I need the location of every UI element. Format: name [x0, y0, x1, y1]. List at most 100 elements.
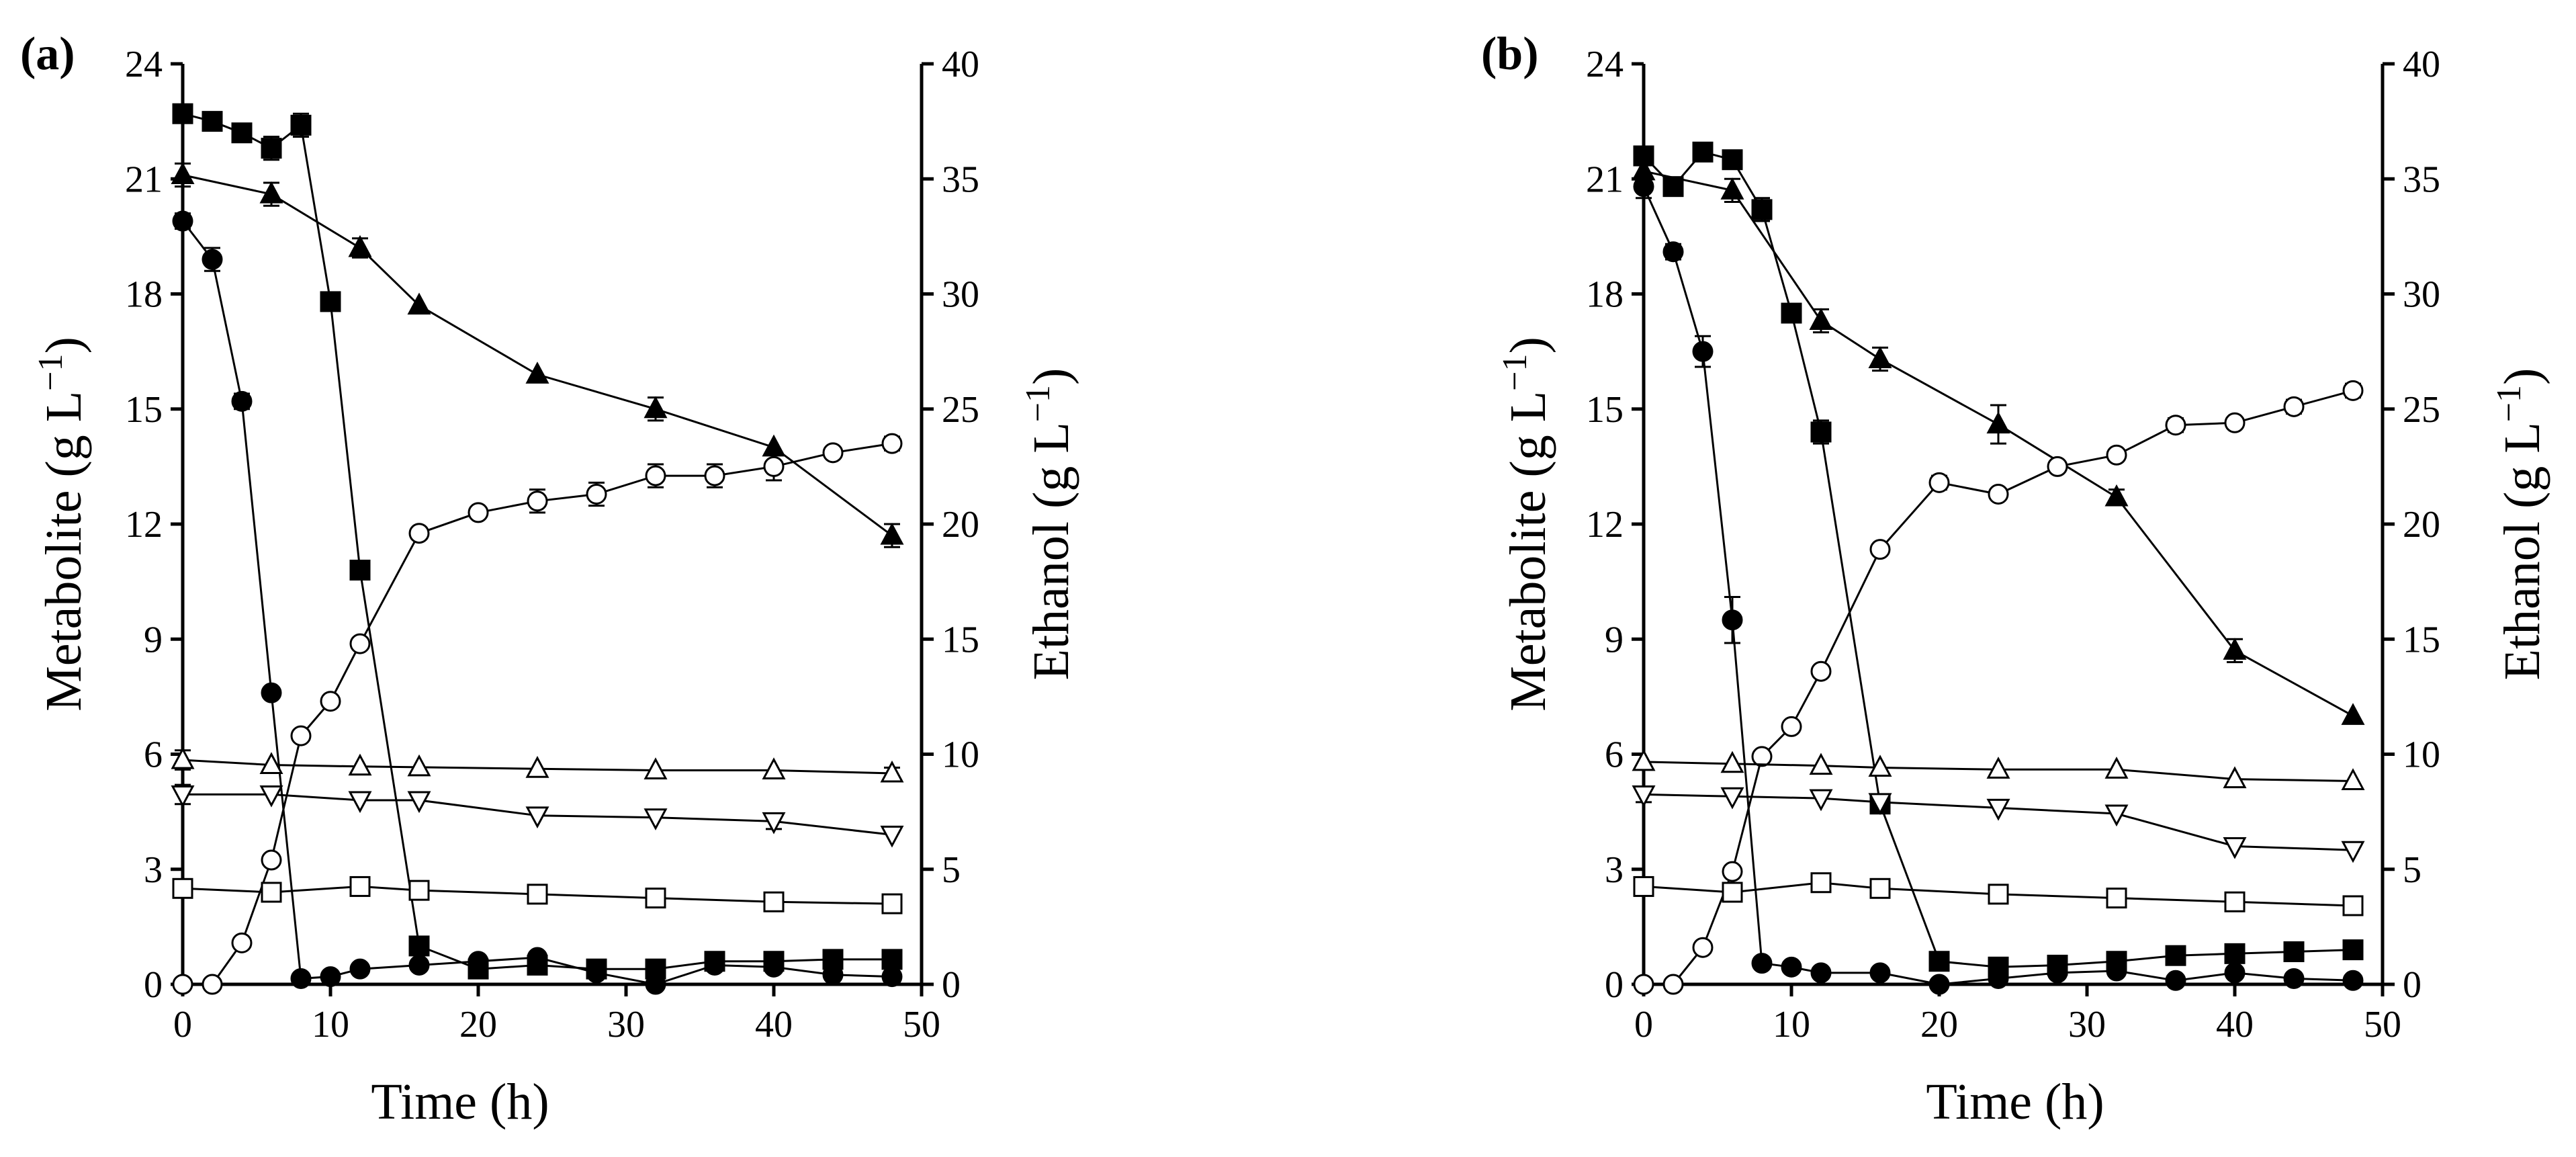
data-point	[2224, 891, 2246, 912]
panel-label-a: (a)	[20, 28, 75, 80]
x-tick-label: 0	[1634, 1004, 1653, 1045]
data-point	[1751, 746, 1773, 767]
data-point	[881, 966, 903, 988]
data-point	[320, 691, 341, 712]
data-point	[231, 932, 253, 953]
data-point	[527, 884, 548, 905]
x-tick-label: 40	[2216, 1004, 2254, 1045]
y-tick-label: 21	[1586, 159, 1624, 200]
y-tick-label: 3	[1605, 849, 1624, 891]
data-point	[348, 753, 372, 776]
series-line	[1643, 761, 2354, 782]
data-point	[349, 633, 371, 654]
series-group-a	[171, 103, 904, 995]
data-point	[1986, 798, 2010, 821]
data-point	[822, 964, 844, 986]
y2-tick-label: 40	[942, 44, 979, 85]
x-tick-label: 10	[312, 1004, 349, 1045]
series-line	[183, 793, 893, 836]
y-tick-label: 12	[125, 504, 163, 546]
y2-tick-label: 5	[942, 849, 961, 891]
x-tick-label: 50	[2364, 1004, 2401, 1045]
series-line	[1643, 793, 2354, 851]
y-axis-title-a: Metabolite (g L−1)	[32, 337, 92, 712]
data-point	[2283, 396, 2305, 417]
data-point	[2106, 444, 2127, 466]
series-filled-square	[172, 103, 903, 980]
x-tick-label: 40	[755, 1004, 793, 1045]
y2-tick-label: 25	[2403, 389, 2440, 431]
data-point	[2224, 412, 2246, 433]
x-tick-label: 10	[1773, 1004, 1810, 1045]
data-point	[1781, 716, 1802, 737]
series-filled-circle	[1633, 174, 2364, 995]
y2-tick-label: 25	[942, 389, 979, 431]
data-point	[1720, 751, 1744, 773]
data-point	[1781, 956, 1802, 978]
data-point	[1751, 199, 1773, 220]
series-open-triangle-down	[171, 783, 904, 848]
data-point	[348, 791, 372, 814]
data-point	[2104, 484, 2129, 507]
data-point	[527, 947, 548, 968]
data-point	[763, 891, 785, 912]
data-point	[261, 849, 282, 871]
y2-tick-label: 15	[2403, 619, 2440, 660]
data-point	[172, 103, 193, 124]
data-point	[171, 746, 195, 769]
data-point	[1781, 302, 1802, 324]
data-point	[643, 396, 668, 419]
data-point	[2341, 841, 2365, 863]
data-point	[468, 951, 489, 972]
data-point	[349, 560, 371, 581]
data-point	[762, 757, 786, 779]
data-point	[2223, 766, 2247, 789]
data-point	[1633, 875, 1654, 897]
y2-tick-label: 30	[942, 274, 979, 316]
y-tick-label: 24	[125, 44, 163, 85]
data-point	[525, 806, 549, 829]
x-axis-title-a: Time (h)	[371, 1074, 549, 1130]
data-point	[1632, 785, 1656, 808]
y2-tick-label: 10	[2403, 734, 2440, 776]
data-point	[2224, 943, 2246, 964]
x-tick-label: 50	[903, 1004, 940, 1045]
data-point	[525, 361, 549, 384]
data-point	[763, 456, 785, 477]
y2-tick-label: 0	[2403, 964, 2422, 1006]
data-point	[1988, 884, 2009, 905]
series-open-triangle-down	[1632, 785, 2365, 863]
data-point	[1692, 141, 1714, 163]
data-point	[1869, 877, 1891, 899]
data-point	[2224, 962, 2246, 984]
y-tick-label: 9	[1605, 619, 1624, 660]
series-open-square	[172, 875, 903, 914]
data-point	[586, 962, 607, 984]
data-point	[408, 880, 430, 901]
data-point	[349, 875, 371, 897]
y2-tick-label: 20	[2403, 504, 2440, 546]
series-line	[182, 174, 893, 537]
data-point	[1720, 177, 1744, 200]
y-tick-label: 15	[1586, 389, 1624, 431]
data-point	[408, 935, 430, 957]
data-point	[525, 756, 549, 778]
data-point	[1988, 483, 2009, 505]
data-point	[407, 292, 431, 315]
data-point	[2341, 703, 2365, 725]
data-point	[1633, 176, 1654, 198]
series-open-square	[1633, 872, 2364, 916]
x-tick-label: 30	[607, 1004, 645, 1045]
data-point	[1809, 308, 1833, 330]
y-tick-label: 3	[144, 849, 163, 891]
data-point	[1810, 872, 1832, 894]
series-group-b	[1632, 141, 2365, 995]
data-point	[261, 138, 282, 159]
data-point	[2342, 380, 2364, 401]
y-tick-label: 6	[1605, 734, 1624, 776]
y-tick-label: 12	[1586, 504, 1624, 546]
data-point	[704, 465, 725, 486]
data-point	[880, 760, 904, 783]
y-tick-label: 6	[144, 734, 163, 776]
